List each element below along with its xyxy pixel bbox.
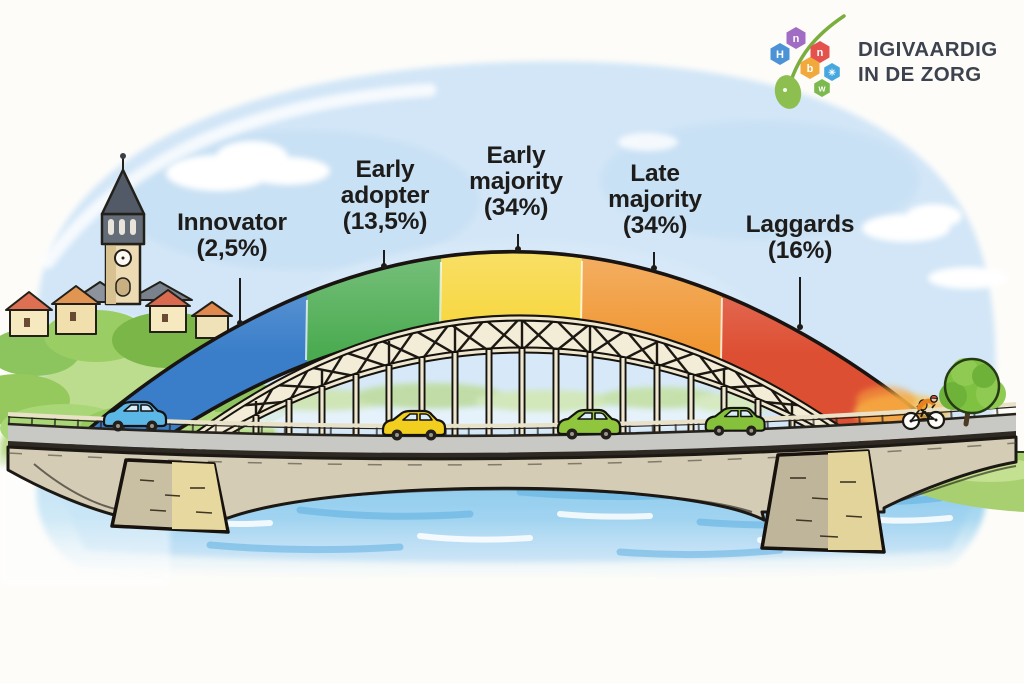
svg-text:b: b	[807, 63, 814, 75]
leader-dot	[515, 246, 521, 252]
segment-value: (16%)	[767, 237, 833, 265]
segment-name: Laggards	[745, 211, 855, 238]
church-tower	[100, 153, 146, 306]
label-early-adopter: Early adopter (13,5%)	[325, 156, 445, 236]
tree	[939, 357, 1006, 427]
leader-line-late-majority	[651, 252, 657, 271]
bridge-deck	[6, 402, 1018, 554]
hexagon-blue-icon: H	[770, 43, 790, 65]
svg-text:n: n	[817, 47, 824, 59]
label-laggards: Laggards (16%)	[715, 211, 885, 265]
hexagon-green-icon: w	[814, 78, 830, 98]
hexagon-red-icon: n	[810, 41, 830, 63]
hexagon-sky-icon: ✳	[824, 62, 840, 82]
car-yellow	[381, 409, 447, 441]
leader-line-early-majority	[515, 234, 521, 252]
segment-value: (34%)	[622, 212, 688, 240]
segment-name: Early majority	[469, 142, 563, 196]
road-surface	[8, 414, 1016, 453]
hexagon-amber-icon: b	[800, 57, 820, 79]
cyclist	[901, 394, 946, 431]
logo-text: DIGIVAARDIG IN DE ZORG	[858, 37, 998, 87]
segment-value: (34%)	[483, 194, 549, 222]
logo-title-line2: IN DE ZORG	[858, 63, 982, 86]
segment-value: (13,5%)	[342, 208, 428, 236]
logo-stem	[788, 14, 846, 86]
label-late-majority: Late majority (34%)	[590, 160, 720, 240]
leader-dot	[651, 265, 657, 271]
segment-name: Early adopter	[340, 156, 430, 210]
label-innovator: Innovator (2,5%)	[152, 209, 312, 263]
logo-leaf	[774, 75, 802, 109]
leader-line-laggards	[797, 277, 803, 330]
car-blue	[102, 400, 168, 432]
svg-text:✳: ✳	[828, 67, 836, 77]
segment-value: (2,5%)	[196, 235, 268, 263]
leader-line-early-adopter	[381, 250, 387, 269]
label-early-majority: Early majority (34%)	[451, 142, 581, 222]
left-pier	[110, 458, 230, 534]
traffic	[102, 394, 946, 441]
car-green-2	[704, 406, 766, 436]
car-green	[556, 408, 622, 440]
leader-line-innovator	[237, 278, 243, 326]
svg-text:n: n	[793, 33, 800, 45]
segment-name: Late majority	[608, 160, 702, 214]
svg-text:H: H	[776, 49, 784, 61]
leader-dot	[797, 324, 803, 330]
right-pier	[760, 449, 886, 554]
segment-name: Innovator	[177, 209, 287, 236]
adoption-curve-band	[68, 249, 952, 457]
hexagon-purple-icon: n	[786, 27, 806, 49]
leader-dot	[381, 263, 387, 269]
digivaardig-logo: n H n b ✳ w DIGIVAARDI	[752, 10, 998, 114]
leader-dot	[237, 320, 243, 326]
svg-text:w: w	[817, 83, 826, 93]
logo-title-line1: DIGIVAARDIG	[858, 38, 998, 61]
logo-mark-icon: n H n b ✳ w	[770, 14, 846, 109]
